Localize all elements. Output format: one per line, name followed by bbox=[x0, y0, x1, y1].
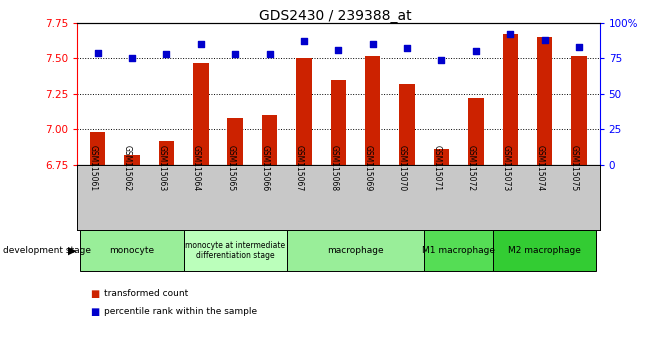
Text: ■: ■ bbox=[90, 307, 100, 316]
Bar bbox=[262, 115, 277, 165]
Text: ■: ■ bbox=[90, 289, 100, 299]
Text: monocyte: monocyte bbox=[109, 246, 155, 255]
Text: development stage: development stage bbox=[3, 246, 91, 255]
Text: GSM115071: GSM115071 bbox=[433, 145, 442, 191]
Text: M2 macrophage: M2 macrophage bbox=[509, 246, 581, 255]
Text: percentile rank within the sample: percentile rank within the sample bbox=[104, 307, 257, 316]
Bar bbox=[468, 98, 484, 165]
Text: GSM115068: GSM115068 bbox=[330, 145, 338, 191]
Point bbox=[264, 51, 275, 57]
Point bbox=[196, 41, 206, 47]
Bar bbox=[365, 56, 381, 165]
Text: transformed count: transformed count bbox=[104, 289, 188, 298]
Point bbox=[333, 47, 344, 53]
Bar bbox=[159, 141, 174, 165]
Text: GSM115061: GSM115061 bbox=[88, 145, 98, 191]
Text: GSM115073: GSM115073 bbox=[501, 145, 511, 191]
Point bbox=[161, 51, 172, 57]
Text: monocyte at intermediate
differentiation stage: monocyte at intermediate differentiation… bbox=[185, 241, 285, 260]
Bar bbox=[330, 80, 346, 165]
Point bbox=[299, 39, 310, 44]
Text: GSM115069: GSM115069 bbox=[364, 145, 373, 191]
Point bbox=[470, 48, 481, 54]
Point bbox=[127, 56, 137, 61]
Text: GSM115072: GSM115072 bbox=[467, 145, 476, 191]
Text: GSM115062: GSM115062 bbox=[123, 145, 132, 191]
Point bbox=[539, 37, 550, 43]
Text: macrophage: macrophage bbox=[327, 246, 384, 255]
Text: GSM115066: GSM115066 bbox=[261, 145, 269, 191]
Bar bbox=[572, 56, 587, 165]
Bar bbox=[493, 230, 596, 271]
Bar bbox=[125, 155, 140, 165]
Bar bbox=[502, 34, 518, 165]
Bar bbox=[193, 63, 208, 165]
Text: GSM115075: GSM115075 bbox=[570, 145, 579, 191]
Point bbox=[367, 41, 378, 47]
Text: M1 macrophage: M1 macrophage bbox=[422, 246, 495, 255]
Point bbox=[574, 44, 584, 50]
Bar bbox=[80, 230, 184, 271]
Text: GSM115074: GSM115074 bbox=[535, 145, 545, 191]
Bar bbox=[424, 230, 493, 271]
Bar bbox=[287, 230, 424, 271]
Bar bbox=[90, 132, 105, 165]
Text: GSM115063: GSM115063 bbox=[157, 145, 166, 191]
Text: GDS2430 / 239388_at: GDS2430 / 239388_at bbox=[259, 9, 411, 23]
Bar bbox=[228, 118, 243, 165]
Bar bbox=[399, 84, 415, 165]
Point bbox=[92, 50, 103, 56]
Text: GSM115067: GSM115067 bbox=[295, 145, 304, 191]
Bar bbox=[296, 58, 312, 165]
Text: GSM115064: GSM115064 bbox=[192, 145, 201, 191]
Point bbox=[230, 51, 241, 57]
Text: GSM115065: GSM115065 bbox=[226, 145, 235, 191]
Bar bbox=[433, 149, 449, 165]
Point bbox=[505, 32, 516, 37]
Bar bbox=[184, 230, 287, 271]
Point bbox=[402, 46, 413, 51]
Text: GSM115070: GSM115070 bbox=[398, 145, 407, 191]
Bar bbox=[537, 37, 552, 165]
Text: ▶: ▶ bbox=[68, 245, 76, 256]
Point bbox=[436, 57, 447, 63]
